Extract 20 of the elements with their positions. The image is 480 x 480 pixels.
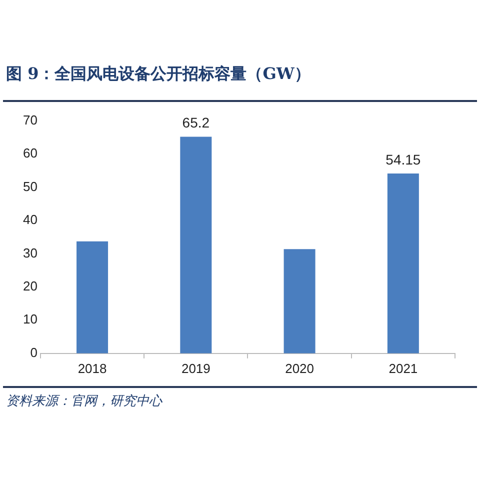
bar <box>76 241 108 354</box>
y-tick-label: 10 <box>22 312 38 327</box>
y-tick-label: 60 <box>22 146 38 161</box>
y-tick-label: 40 <box>22 212 38 228</box>
y-tick-label: 70 <box>22 112 38 128</box>
bar <box>180 136 212 354</box>
x-tick-label: 2019 <box>181 360 210 376</box>
y-tick-label: 20 <box>22 278 38 294</box>
y-tick-label: 0 <box>30 344 38 360</box>
x-tick-label: 2020 <box>285 360 314 376</box>
y-tick-label: 50 <box>22 178 38 194</box>
data-label: 65.2 <box>182 114 210 131</box>
text: 资料来源：官网，研究中心 <box>6 393 162 410</box>
y-tick-label: 30 <box>22 245 38 260</box>
bar <box>387 173 419 354</box>
bar <box>284 249 316 354</box>
chart-title: 图 9：全国风电设备公开招标容量（GW） <box>6 64 310 85</box>
data-label: 54.15 <box>386 151 421 168</box>
x-tick-label: 2018 <box>78 360 107 376</box>
x-tick-label: 2021 <box>388 360 418 376</box>
